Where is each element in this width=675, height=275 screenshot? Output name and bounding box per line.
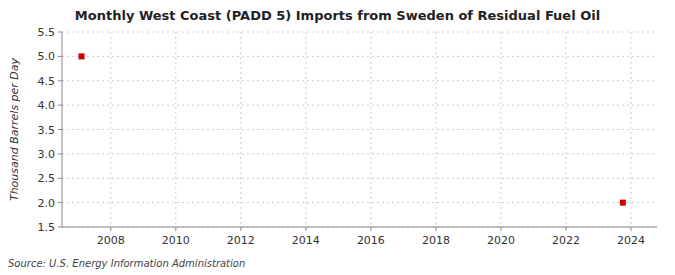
tick (110, 227, 111, 231)
tick (58, 105, 62, 106)
tick (500, 227, 501, 231)
tick-label: 1.5 (38, 221, 56, 234)
tick-label: 3.5 (38, 124, 56, 137)
tick (58, 202, 62, 203)
tick-label: 3.0 (38, 148, 56, 161)
tick-label: 2012 (227, 234, 255, 247)
grid-line (62, 178, 657, 179)
points (79, 53, 626, 205)
tick-label: 2010 (162, 234, 190, 247)
x-axis-line (62, 227, 657, 228)
grid (62, 32, 657, 227)
point (79, 53, 85, 59)
tick-label: 2024 (617, 234, 645, 247)
tick (58, 80, 62, 81)
tick-label: 2018 (422, 234, 450, 247)
tick-label: 2014 (292, 234, 320, 247)
grid-line (175, 32, 176, 227)
tick-label: 2016 (357, 234, 385, 247)
grid-line (370, 32, 371, 227)
tick-label: 2008 (97, 234, 125, 247)
tick (435, 227, 436, 231)
grid-line (630, 32, 631, 227)
source: Source: U.S. Energy Information Administ… (8, 258, 245, 269)
tick (58, 129, 62, 130)
point (620, 200, 626, 206)
grid-line (500, 32, 501, 227)
y-axis-line (62, 32, 63, 227)
grid-line (435, 32, 436, 227)
tick (630, 227, 631, 231)
tick (175, 227, 176, 231)
chart: Monthly West Coast (PADD 5) Imports from… (0, 0, 675, 275)
grid-line (110, 32, 111, 227)
grid-line (62, 32, 657, 33)
tick-label: 2.0 (38, 197, 56, 210)
tick-label: 2020 (487, 234, 515, 247)
grid-line (62, 227, 657, 228)
axes: 1.5 2.0 2.5 3.0 3.5 4.0 4.5 5.0 5.5 2008 2010 2012 2… (38, 26, 658, 247)
tick (305, 227, 306, 231)
title: Monthly West Coast (PADD 5) Imports from… (75, 8, 600, 23)
tick (58, 153, 62, 154)
tick (370, 227, 371, 231)
grid-line (62, 80, 657, 81)
grid-line (240, 32, 241, 227)
tick (58, 32, 62, 33)
grid-line (305, 32, 306, 227)
grid-line (62, 202, 657, 203)
grid-line (62, 129, 657, 130)
tick (565, 227, 566, 231)
tick-label: 2.5 (38, 172, 56, 185)
tick-label: 4.0 (38, 99, 56, 112)
grid-line (62, 105, 657, 106)
tick-label: 4.5 (38, 75, 56, 88)
tick (58, 227, 62, 228)
tick-label: 5.5 (38, 26, 56, 39)
tick (240, 227, 241, 231)
tick (58, 178, 62, 179)
tick-label: 5.0 (38, 50, 56, 63)
tick-label: 2022 (552, 234, 580, 247)
grid-line (62, 153, 657, 154)
tick (58, 56, 62, 57)
grid-line (565, 32, 566, 227)
grid-line (62, 56, 657, 57)
axis-label: Thousand Barrels per Day (8, 57, 21, 201)
